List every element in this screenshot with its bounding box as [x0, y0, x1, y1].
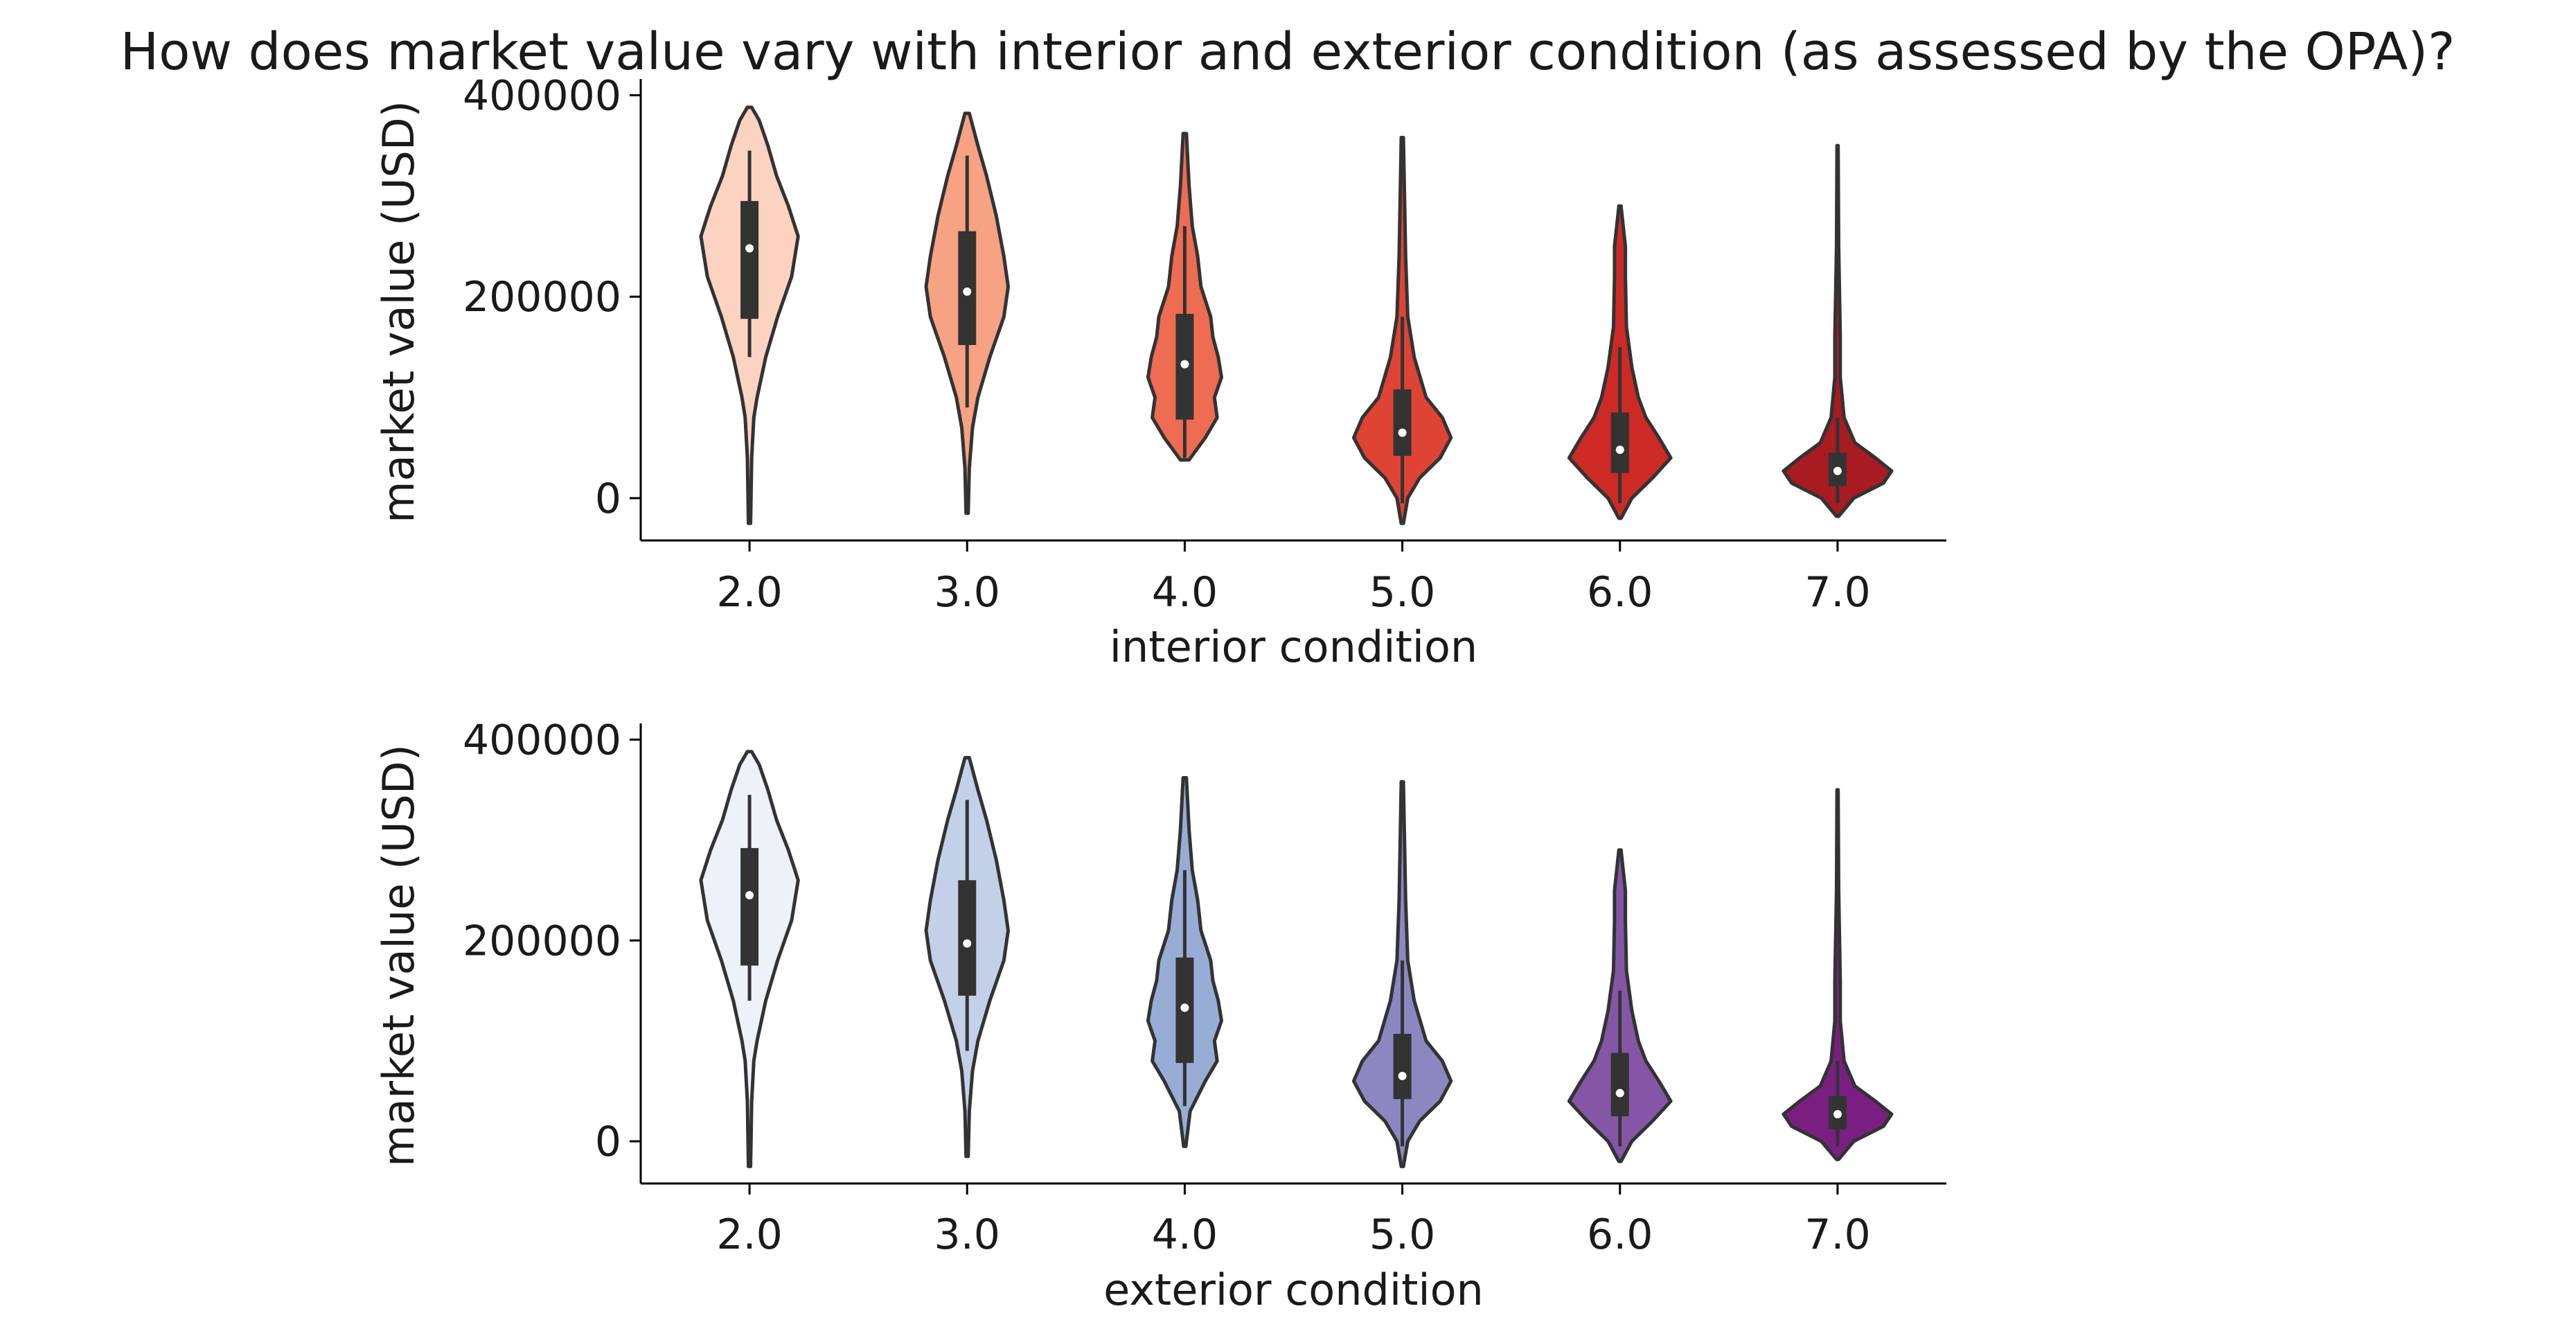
x-tick-label: 6.0: [1587, 568, 1653, 617]
violin-iqr-box: [958, 880, 977, 996]
interior-condition-panel: 0 200000 400000 market value (USD) 2.0 3.0 4.0…: [373, 71, 1946, 672]
y-tick-label: 200000: [463, 273, 621, 322]
x-axis-label: exterior condition: [1103, 1265, 1484, 1315]
violin-median-point: [1180, 1003, 1189, 1012]
violin-iqr-box: [740, 201, 759, 319]
violin-median-point: [1615, 446, 1624, 455]
x-tick-label: 7.0: [1804, 568, 1870, 617]
violin-body: [1782, 143, 1894, 518]
x-tick-label: 2.0: [716, 1211, 782, 1259]
x-tick-label: 3.0: [934, 568, 1000, 617]
y-axis-label: market value (USD): [373, 100, 424, 523]
violin-median-point: [1180, 360, 1189, 369]
y-tick-label: 200000: [463, 917, 621, 965]
x-tick-label: 7.0: [1804, 1211, 1870, 1259]
violin-iqr-box: [1610, 412, 1629, 473]
x-tick-label: 5.0: [1369, 568, 1435, 617]
violin-median-point: [963, 287, 972, 296]
violin-median-point: [1615, 1089, 1624, 1098]
x-tick-label: 5.0: [1369, 1211, 1435, 1259]
x-tick-label: 3.0: [934, 1211, 1000, 1259]
y-tick-label: 0: [595, 475, 621, 523]
violin-body: [1782, 788, 1894, 1161]
violin-iqr-box: [1610, 1053, 1629, 1116]
violin-median-point: [745, 244, 754, 253]
violin-iqr-box: [1393, 1034, 1412, 1100]
violin-iqr-box: [740, 847, 759, 966]
figure-title: How does market value vary with interior…: [121, 22, 2455, 82]
x-tick-label: 4.0: [1152, 1211, 1218, 1259]
y-tick-label: 0: [595, 1118, 621, 1166]
y-axis-label: market value (USD): [373, 744, 424, 1167]
x-tick-label: 4.0: [1152, 568, 1218, 617]
violin-iqr-box: [1393, 389, 1412, 456]
violin-median-point: [1398, 1071, 1407, 1080]
violin-median-point: [1833, 1109, 1842, 1118]
x-tick-label: 6.0: [1587, 1211, 1653, 1259]
x-tick-label: 2.0: [716, 568, 782, 617]
x-axis-label: interior condition: [1110, 622, 1477, 672]
violin-median-point: [745, 891, 754, 900]
violin-median-point: [963, 939, 972, 948]
violin-median-point: [1833, 466, 1842, 475]
exterior-condition-panel: 0 200000 400000 market value (USD) 2.0 3.0 4.0…: [373, 716, 1946, 1315]
y-tick-label: 400000: [463, 71, 621, 120]
y-tick-label: 400000: [463, 716, 621, 764]
violin-median-point: [1398, 428, 1407, 437]
